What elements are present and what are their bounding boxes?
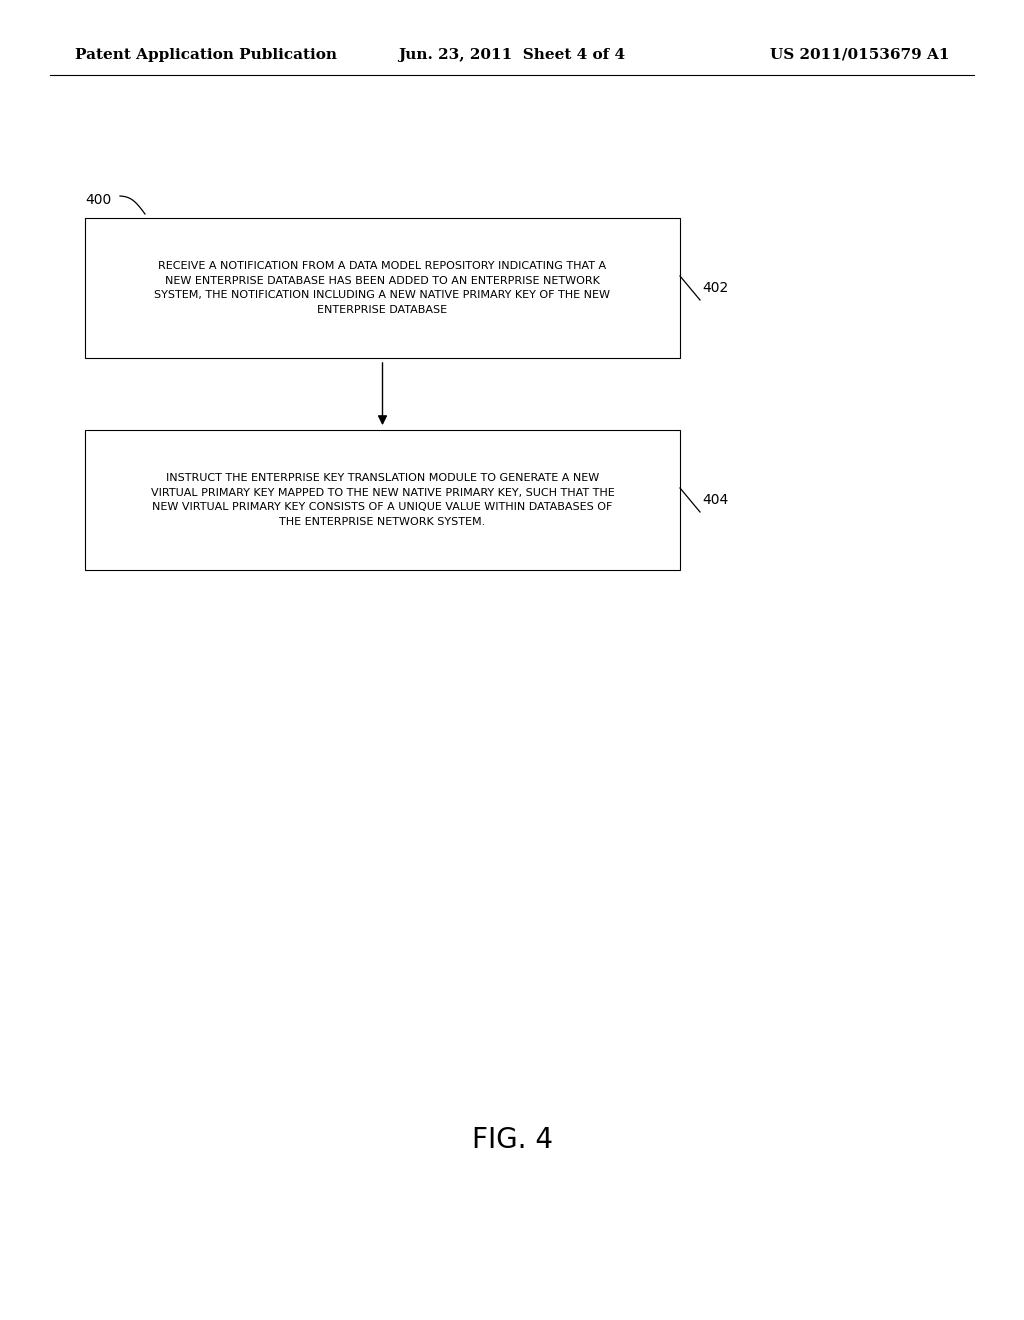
Text: FIG. 4: FIG. 4 [471, 1126, 553, 1154]
Bar [85, 430, 680, 570]
Text: 400: 400 [85, 193, 112, 207]
Text: Patent Application Publication: Patent Application Publication [75, 48, 337, 62]
Text: 404: 404 [702, 492, 728, 507]
Text: Jun. 23, 2011  Sheet 4 of 4: Jun. 23, 2011 Sheet 4 of 4 [398, 48, 626, 62]
Text: 402: 402 [702, 281, 728, 294]
Text: RECEIVE A NOTIFICATION FROM A DATA MODEL REPOSITORY INDICATING THAT A
NEW ENTERP: RECEIVE A NOTIFICATION FROM A DATA MODEL… [155, 261, 610, 315]
Text: US 2011/0153679 A1: US 2011/0153679 A1 [770, 48, 950, 62]
Bar [85, 218, 680, 358]
Text: INSTRUCT THE ENTERPRISE KEY TRANSLATION MODULE TO GENERATE A NEW
VIRTUAL PRIMARY: INSTRUCT THE ENTERPRISE KEY TRANSLATION … [151, 473, 614, 527]
